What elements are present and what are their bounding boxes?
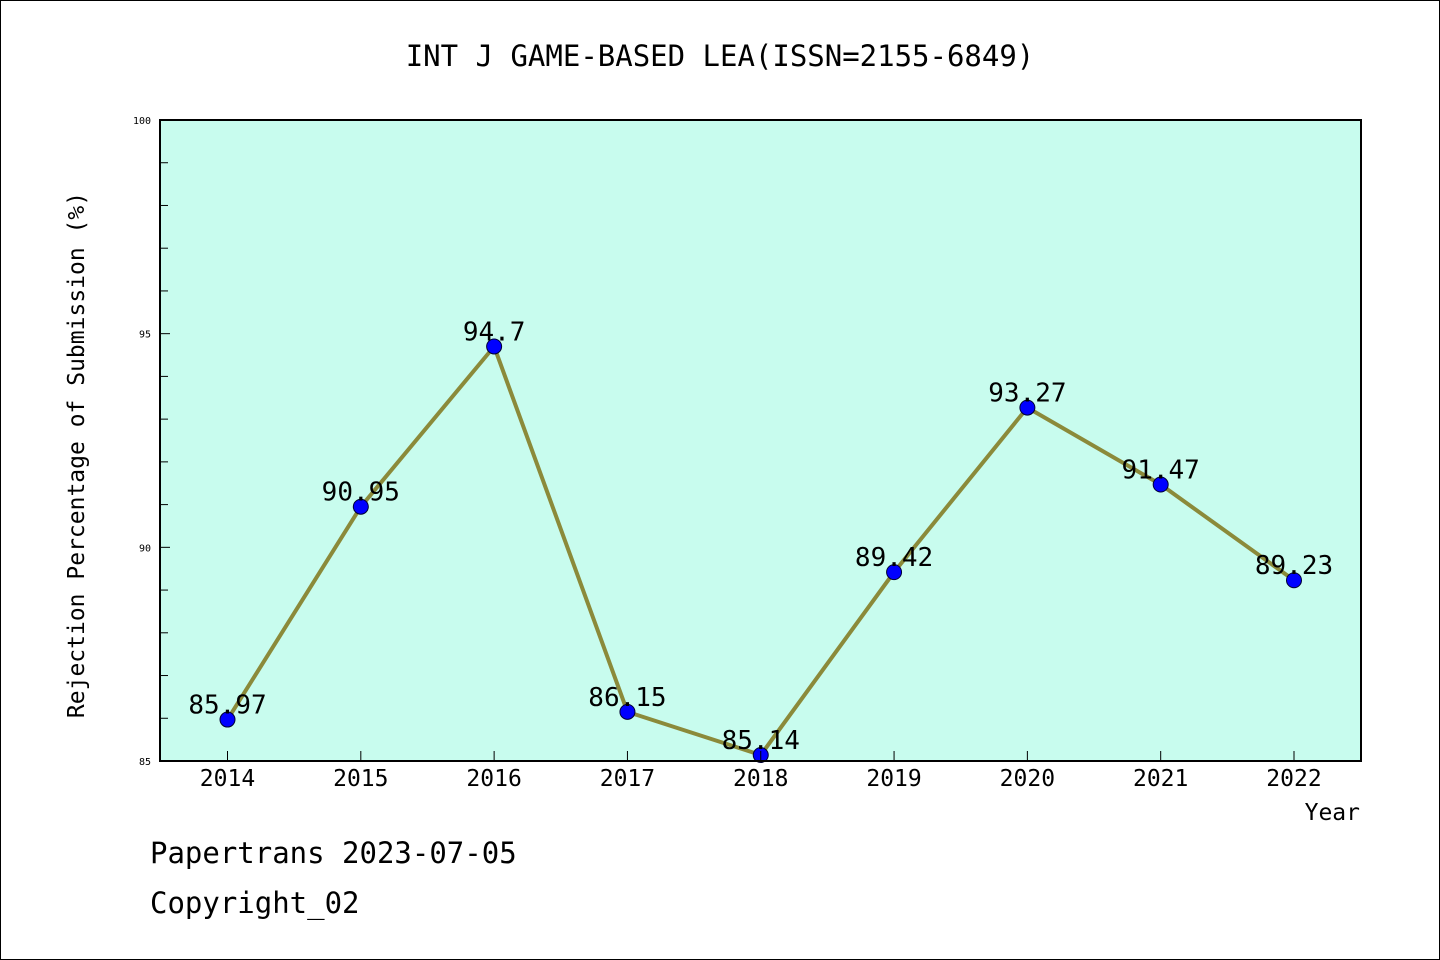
x-tick-label: 2022 bbox=[1266, 766, 1321, 792]
x-tick-label: 2015 bbox=[333, 766, 388, 792]
footer-line-1: Papertrans 2023-07-05 bbox=[150, 836, 517, 870]
x-tick-label: 2014 bbox=[200, 766, 255, 792]
y-tick-label: 95 bbox=[139, 330, 151, 341]
x-tick-label: 2016 bbox=[466, 766, 521, 792]
y-tick-label: 85 bbox=[139, 757, 151, 768]
data-point bbox=[1152, 476, 1169, 493]
plot-area bbox=[160, 120, 1361, 761]
data-label: 89.42 bbox=[855, 543, 933, 573]
y-axis-ticks: 85 90 95 100 bbox=[133, 116, 170, 768]
x-tick-label: 2018 bbox=[733, 766, 788, 792]
data-label: 90.95 bbox=[322, 478, 400, 508]
data-point bbox=[219, 711, 236, 728]
chart-title: INT J GAME-BASED LEA(ISSN=2155-6849) bbox=[406, 39, 1035, 73]
data-label: 89.23 bbox=[1255, 551, 1333, 581]
x-tick-label: 2020 bbox=[1000, 766, 1055, 792]
data-label: 85.97 bbox=[188, 691, 266, 721]
y-axis-label: Rejection Percentage of Submission (%) bbox=[64, 192, 90, 718]
data-point bbox=[1286, 572, 1302, 589]
footer-line-2: Copyright_02 bbox=[150, 886, 360, 921]
x-axis-ticks: 2014 2015 2016 2017 2018 2019 2020 2021 2022 bbox=[200, 751, 1322, 792]
data-label: 86.15 bbox=[588, 683, 666, 713]
x-tick-label: 2019 bbox=[866, 766, 921, 792]
data-label: 93.27 bbox=[988, 379, 1066, 409]
y-tick-label: 100 bbox=[133, 116, 151, 127]
data-point bbox=[1019, 399, 1036, 416]
x-tick-label: 2021 bbox=[1133, 766, 1188, 792]
series-group: 85.9790.9594.786.1585.1489.4293.2791.478… bbox=[188, 317, 1333, 764]
y-tick-label: 90 bbox=[139, 543, 151, 554]
data-label: 94.7 bbox=[463, 317, 526, 347]
data-point bbox=[619, 703, 636, 720]
data-point bbox=[886, 564, 903, 581]
y-minor-ticks bbox=[160, 162, 168, 719]
x-axis-label: Year bbox=[1305, 800, 1360, 826]
x-tick-label: 2017 bbox=[600, 766, 655, 792]
data-label: 91.47 bbox=[1122, 456, 1200, 486]
data-point bbox=[352, 498, 369, 515]
data-point bbox=[486, 338, 503, 355]
